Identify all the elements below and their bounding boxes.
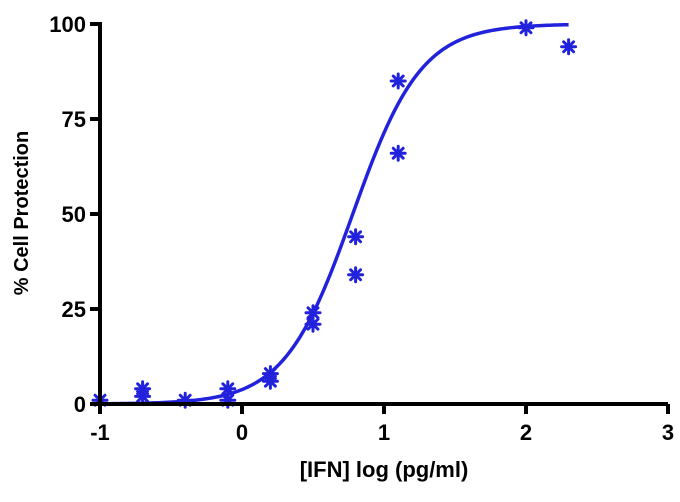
x-tick-label: -1: [90, 420, 110, 445]
data-point: [389, 72, 407, 90]
x-tick-label: 1: [378, 420, 390, 445]
data-point: [560, 38, 578, 56]
x-tick-label: 3: [662, 420, 674, 445]
y-tick-label: 25: [62, 297, 86, 322]
data-point: [134, 387, 152, 405]
y-tick-label: 100: [49, 12, 86, 37]
x-tick-label: 0: [236, 420, 248, 445]
fit-curve: [99, 22, 569, 406]
data-point: [389, 144, 407, 162]
data-point: [304, 315, 322, 333]
y-axis-label: % Cell Protection: [11, 131, 33, 295]
y-tick-label: 50: [62, 202, 86, 227]
data-point: [347, 228, 365, 246]
data-points-layer: [91, 19, 578, 409]
x-axis-label: [IFN] log (pg/ml): [300, 457, 469, 482]
data-point: [517, 19, 535, 37]
y-tick-label: 75: [62, 107, 86, 132]
fit-curve-layer: [99, 22, 569, 406]
data-point: [347, 266, 365, 284]
data-point: [261, 372, 279, 390]
x-tick-label: 2: [520, 420, 532, 445]
y-tick-label: 0: [74, 392, 86, 417]
